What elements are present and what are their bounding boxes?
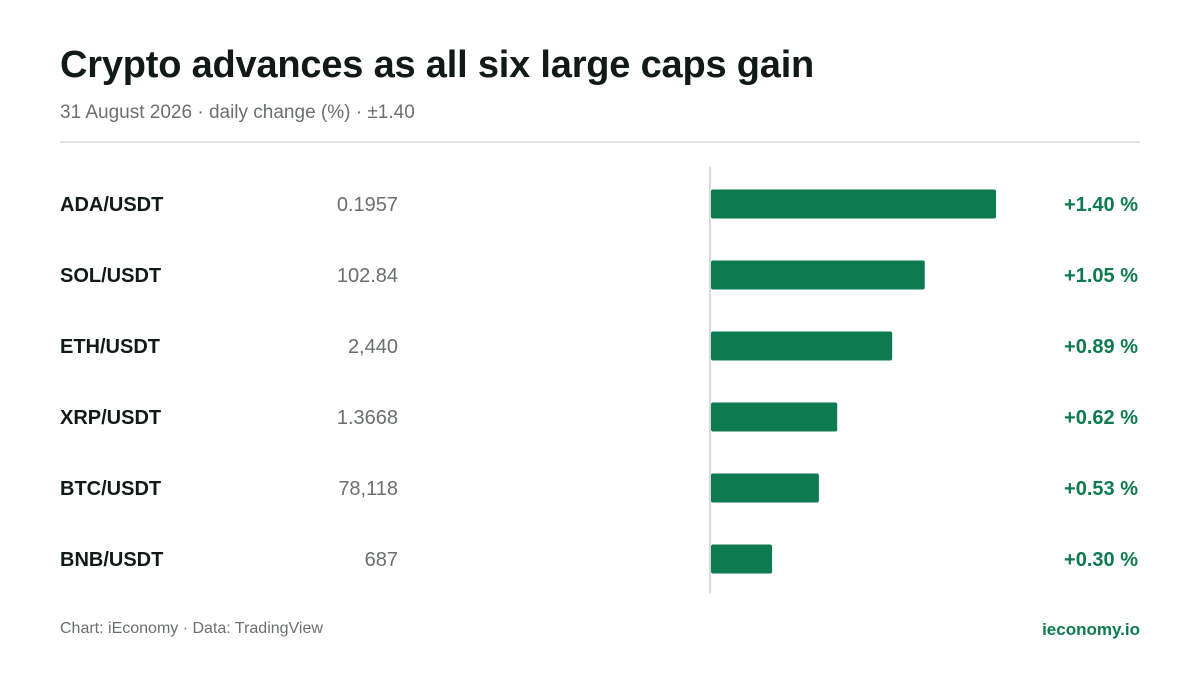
table-row: XRP/USDT 1.3668 +0.62 %: [60, 402, 1138, 432]
header-divider: [60, 141, 1140, 143]
table-row: BTC/USDT 78,118 +0.53 %: [60, 473, 1138, 503]
pair-label-xrp-usdt: XRP/USDT: [60, 407, 161, 429]
table-row: SOL/USDT 102.84 +1.05 %: [60, 260, 1138, 290]
price-label-ada-usdt: 0.1957: [337, 194, 398, 216]
price-label-bnb-usdt: 687: [365, 549, 398, 571]
chart-subtitle: 31 August 2026 · daily change (%) · ±1.4…: [60, 102, 415, 123]
pair-label-ada-usdt: ADA/USDT: [60, 194, 163, 216]
pair-label-bnb-usdt: BNB/USDT: [60, 549, 163, 571]
change-label-bnb-usdt: +0.30 %: [1064, 549, 1138, 571]
change-bar-sol-usdt: [711, 260, 925, 290]
table-row: BNB/USDT 687 +0.30 %: [60, 544, 1138, 574]
source-credit: Chart: iEconomy · Data: TradingView: [60, 620, 323, 637]
table-row: ADA/USDT 0.1957 +1.40 %: [60, 189, 1138, 219]
price-label-eth-usdt: 2,440: [348, 336, 398, 358]
change-bar-eth-usdt: [711, 331, 893, 361]
change-label-xrp-usdt: +0.62 %: [1064, 407, 1138, 429]
change-label-btc-usdt: +0.53 %: [1064, 478, 1138, 500]
pair-label-btc-usdt: BTC/USDT: [60, 478, 161, 500]
price-label-sol-usdt: 102.84: [337, 265, 398, 287]
change-label-ada-usdt: +1.40 %: [1064, 194, 1138, 216]
change-bar-chart: ADA/USDT 0.1957 +1.40 % SOL/USDT 102.84 +1.05…: [60, 167, 1138, 593]
pair-label-eth-usdt: ETH/USDT: [60, 336, 160, 358]
change-bar-btc-usdt: [711, 473, 819, 503]
price-label-xrp-usdt: 1.3668: [337, 407, 398, 429]
pair-label-sol-usdt: SOL/USDT: [60, 265, 161, 287]
change-bar-xrp-usdt: [711, 402, 838, 432]
price-label-btc-usdt: 78,118: [338, 478, 398, 500]
chart-title: Crypto advances as all six large caps ga…: [60, 44, 815, 86]
change-label-sol-usdt: +1.05 %: [1064, 265, 1138, 287]
change-bar-bnb-usdt: [711, 544, 773, 574]
change-label-eth-usdt: +0.89 %: [1064, 336, 1138, 358]
change-bar-ada-usdt: [711, 189, 996, 219]
site-link[interactable]: ieconomy.io: [1042, 620, 1140, 639]
table-row: ETH/USDT 2,440 +0.89 %: [60, 331, 1138, 361]
